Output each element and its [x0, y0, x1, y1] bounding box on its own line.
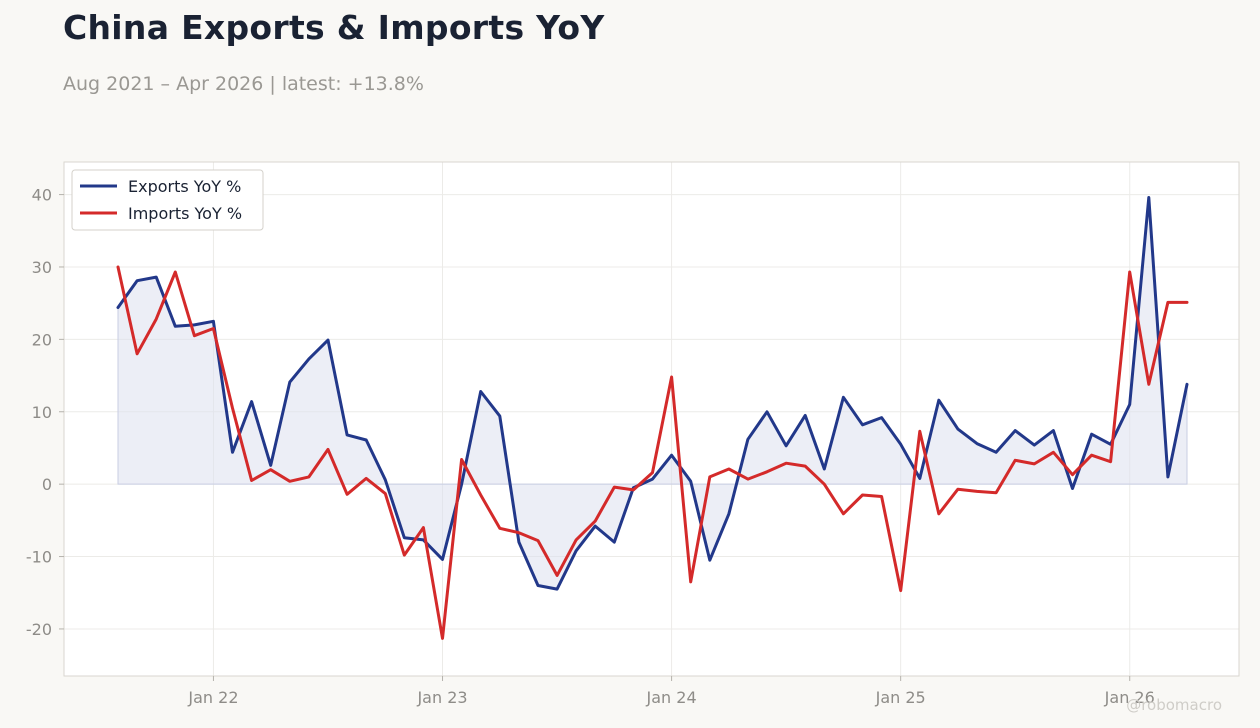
- y-tick-label: 30: [32, 258, 52, 277]
- watermark: @robomacro: [1126, 696, 1222, 714]
- y-tick-label: 10: [32, 403, 52, 422]
- exports-line: [116, 196, 1189, 591]
- legend-label: Exports YoY %: [128, 177, 241, 196]
- x-tick-label: Jan 23: [416, 688, 467, 707]
- y-tick-label: 40: [32, 186, 52, 205]
- y-tick-label: -20: [26, 620, 52, 639]
- plot-area: [64, 162, 1239, 676]
- x-tick-label: Jan 25: [875, 688, 926, 707]
- y-tick-label: 20: [32, 330, 52, 349]
- y-tick-label: 0: [42, 475, 52, 494]
- x-tick-label: Jan 26: [1104, 688, 1155, 707]
- chart-subtitle: Aug 2021 – Apr 2026 | latest: +13.8%: [63, 73, 424, 95]
- x-tick-label: Jan 22: [187, 688, 238, 707]
- plot-frame: [63, 161, 1240, 677]
- legend-label: Imports YoY %: [128, 204, 242, 223]
- chart-title: China Exports & Imports YoY: [63, 8, 605, 47]
- x-tick-label: Jan 24: [646, 688, 697, 707]
- imports-line: [116, 265, 1189, 640]
- legend-box: [71, 169, 264, 231]
- y-tick-label: -10: [26, 548, 52, 567]
